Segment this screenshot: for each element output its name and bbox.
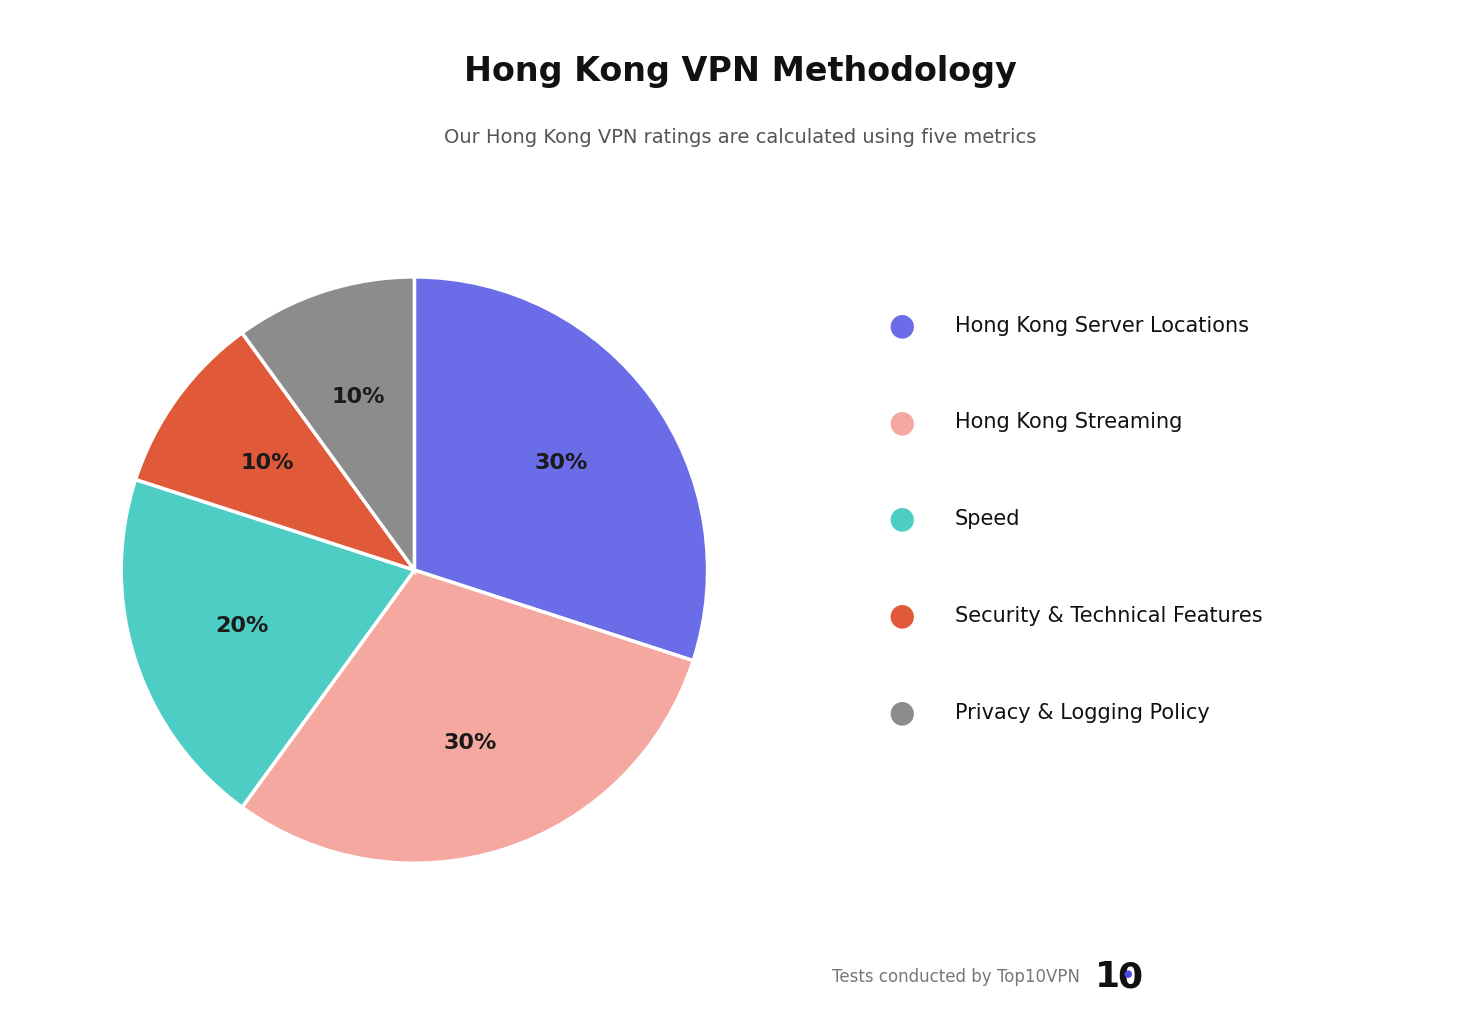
Text: Hong Kong Streaming: Hong Kong Streaming <box>955 412 1183 433</box>
Text: Privacy & Logging Policy: Privacy & Logging Policy <box>955 702 1209 723</box>
Text: ●: ● <box>888 698 915 727</box>
Text: ●: ● <box>888 602 915 630</box>
Wedge shape <box>243 570 693 863</box>
Text: ●: ● <box>1123 969 1132 979</box>
Wedge shape <box>136 333 414 570</box>
Text: ●: ● <box>888 312 915 340</box>
Text: Speed: Speed <box>955 509 1020 529</box>
Text: Our Hong Kong VPN ratings are calculated using five metrics: Our Hong Kong VPN ratings are calculated… <box>444 128 1036 147</box>
Text: 20%: 20% <box>215 616 268 636</box>
Text: 10%: 10% <box>241 453 295 473</box>
Wedge shape <box>414 277 707 661</box>
Text: 30%: 30% <box>444 733 497 753</box>
Text: Security & Technical Features: Security & Technical Features <box>955 606 1262 626</box>
Text: ●: ● <box>888 408 915 437</box>
Text: Tests conducted by Top10VPN: Tests conducted by Top10VPN <box>832 968 1080 986</box>
Text: 1: 1 <box>1095 960 1120 995</box>
Wedge shape <box>243 277 414 570</box>
Text: 0: 0 <box>1117 960 1143 995</box>
Text: 10%: 10% <box>332 387 385 407</box>
Wedge shape <box>121 479 414 807</box>
Text: Hong Kong VPN Methodology: Hong Kong VPN Methodology <box>463 55 1017 88</box>
Text: Hong Kong Server Locations: Hong Kong Server Locations <box>955 316 1249 336</box>
Text: 30%: 30% <box>534 453 588 473</box>
Text: ●: ● <box>888 505 915 533</box>
